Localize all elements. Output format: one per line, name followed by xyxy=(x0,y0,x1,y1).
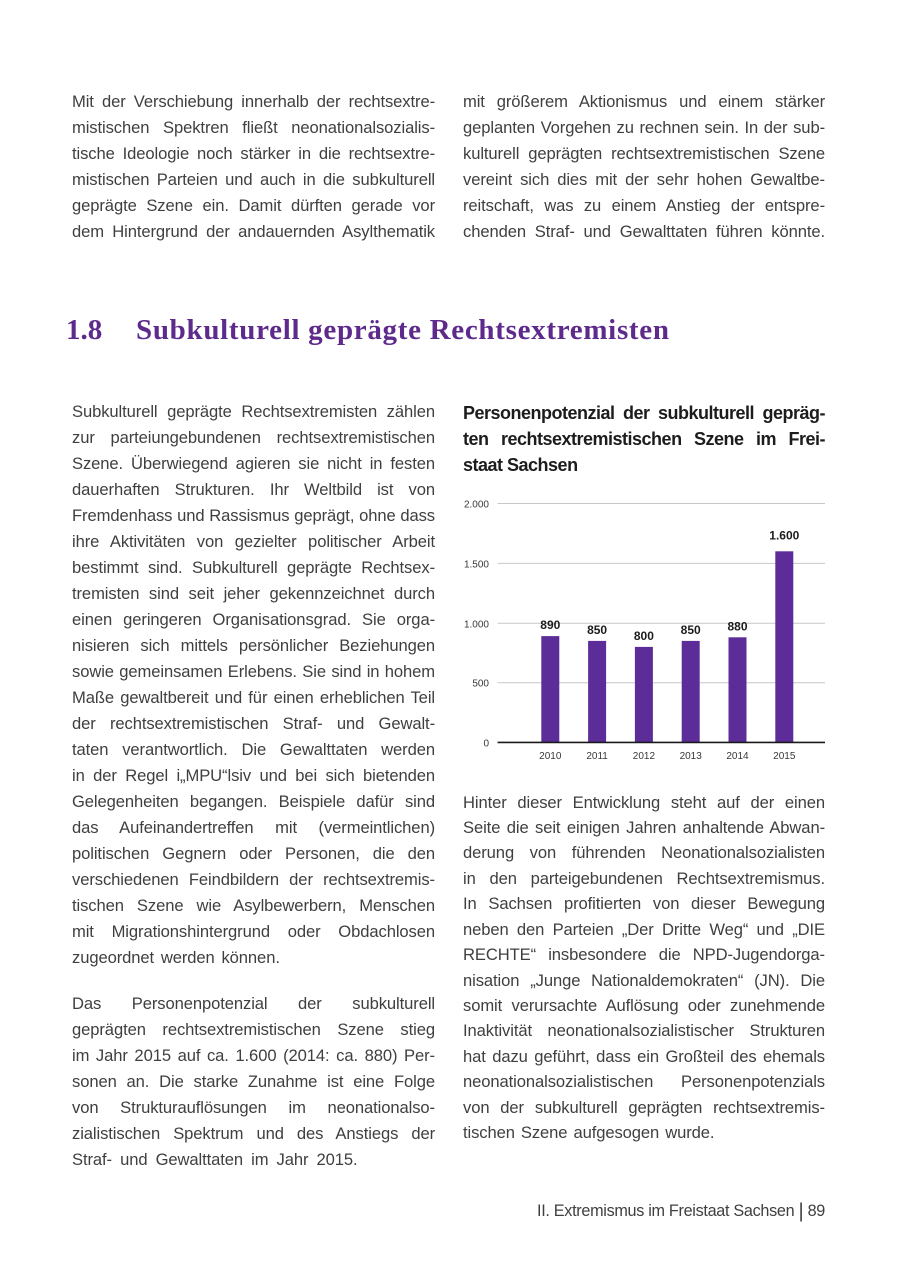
svg-text:2012: 2012 xyxy=(633,751,656,762)
svg-text:2015: 2015 xyxy=(773,751,796,762)
svg-text:1.600: 1.600 xyxy=(769,529,799,543)
svg-text:880: 880 xyxy=(727,619,747,633)
svg-text:500: 500 xyxy=(472,679,489,690)
svg-text:850: 850 xyxy=(587,623,607,637)
svg-text:0: 0 xyxy=(483,738,489,749)
svg-text:2014: 2014 xyxy=(726,751,749,762)
svg-text:2013: 2013 xyxy=(680,751,703,762)
svg-text:2011: 2011 xyxy=(586,751,608,762)
svg-text:2010: 2010 xyxy=(539,751,562,762)
svg-text:2.000: 2.000 xyxy=(464,500,489,511)
svg-text:890: 890 xyxy=(540,618,560,632)
svg-text:1.500: 1.500 xyxy=(464,559,489,570)
svg-text:1.000: 1.000 xyxy=(464,619,489,630)
svg-text:850: 850 xyxy=(681,623,701,637)
svg-text:800: 800 xyxy=(634,629,654,643)
